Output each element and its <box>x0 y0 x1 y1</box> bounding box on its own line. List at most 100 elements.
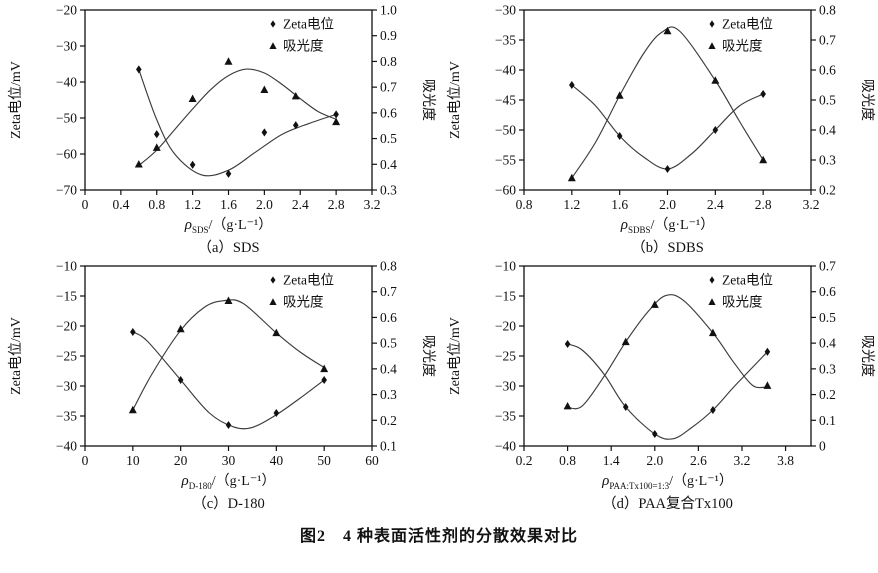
left-tick-label: −45 <box>495 93 516 108</box>
diamond-marker <box>616 131 623 141</box>
triangle-marker <box>188 94 197 102</box>
subplot-caption-c: （c）D-180 <box>192 495 265 512</box>
absorbance-curve <box>571 26 764 179</box>
rho-symbol: ρ <box>620 217 628 233</box>
right-tick-label: 0.7 <box>380 284 397 299</box>
triangle-marker <box>615 91 624 99</box>
right-tick-label: 0.4 <box>819 123 836 138</box>
triangle-marker <box>272 328 281 336</box>
plot-box <box>84 265 373 447</box>
x-tick-label: 2.4 <box>292 197 309 212</box>
diamond-marker <box>712 125 719 135</box>
figure-caption: 图2 4 种表面活性剂的分散效果对比 <box>299 527 578 545</box>
diamond-marker <box>177 375 184 384</box>
legend-label: 吸光度 <box>722 39 763 54</box>
triangle-marker <box>711 76 720 84</box>
left-tick-label: −40 <box>56 438 77 453</box>
x-tick-label: 0.2 <box>516 453 533 468</box>
right-tick-label: 0.4 <box>380 361 397 376</box>
chart-d-canvas: 0.2 0.8 1.4 2.0 2.6 3.2 3.8 −10 −15 −20 −25 −30 −35 −… <box>447 258 875 468</box>
left-tick-label: −60 <box>495 183 516 198</box>
diamond-marker <box>130 327 136 336</box>
x-tick-label: 20 <box>174 453 188 468</box>
x-tick-label: 50 <box>317 453 331 468</box>
subplot-caption-a: （a）SDS <box>197 239 260 256</box>
zeta-curve <box>571 84 764 170</box>
absorbance-curve <box>567 293 768 410</box>
diamond-legend-marker <box>709 276 715 284</box>
left-tick-label: −30 <box>56 378 77 393</box>
absorbance-curve <box>138 68 337 167</box>
diamond-legend-marker <box>270 276 276 284</box>
triangle-marker <box>567 173 576 182</box>
right-tick-label: 0.7 <box>380 80 397 95</box>
left-tick-label: −25 <box>56 348 77 363</box>
diamond-marker <box>760 89 766 99</box>
x-tick-label: 0 <box>82 453 89 468</box>
x-tick-label: 0.8 <box>148 197 165 212</box>
rho-symbol: ρ <box>602 472 610 489</box>
left-tick-label: −20 <box>56 318 77 333</box>
x-tick-label: 30 <box>222 453 236 468</box>
right-tick-label: 0.3 <box>819 153 836 168</box>
right-tick-label: 0.5 <box>380 335 397 350</box>
x-tick-label: 3.2 <box>803 197 820 212</box>
rho-symbol: ρ <box>184 217 192 233</box>
triangle-marker <box>563 401 572 410</box>
triangle-marker <box>650 300 659 308</box>
right-tick-label: 0.2 <box>819 183 836 198</box>
x-tick-label: 2.8 <box>755 197 772 212</box>
left-tick-label: −20 <box>56 3 77 18</box>
legend-label: 吸光度 <box>283 39 324 54</box>
x-tick-label: 1.6 <box>611 197 628 212</box>
x-tick-label: 10 <box>126 453 140 468</box>
chart-a-canvas: 0 0.4 0.8 1.2 1.6 2.0 2.4 2.8 3.2 −20 −30 −40 −50 −60… <box>8 3 436 213</box>
diamond-marker <box>261 128 268 137</box>
plot-box <box>523 265 812 447</box>
rho-symbol: ρ <box>181 472 189 489</box>
right-tick-label: 0.7 <box>819 33 836 48</box>
legend-label: Zeta电位 <box>722 272 773 287</box>
diamond-marker <box>651 429 658 438</box>
subplot-c: 0 10 20 30 40 50 60 −10 −15 −20 −25 −30 −35 −40 0.8 0.7… <box>0 258 439 514</box>
right-tick-label: 0.4 <box>380 157 397 172</box>
right-tick-label: 0.5 <box>819 93 836 108</box>
diamond-marker <box>153 130 160 139</box>
left-tick-label: −50 <box>495 123 516 138</box>
left-tick-label: −15 <box>495 288 516 303</box>
x-tick-label: 3.8 <box>777 453 794 468</box>
x-tick-label: 2.6 <box>690 453 707 468</box>
x-axis-label-b: ρSDBS/（g·L⁻¹） <box>448 216 878 239</box>
chart-b-canvas: 0.8 1.2 1.6 2.0 2.4 2.8 3.2 −30 −35 −40 −45 −50 −55 −… <box>447 3 875 213</box>
diamond-marker <box>225 169 232 178</box>
triangle-marker <box>708 328 717 336</box>
left-tick-label: −40 <box>495 438 516 453</box>
right-tick-label: 0.3 <box>819 361 836 376</box>
triangle-legend-marker <box>708 297 716 305</box>
right-tick-label: 0.8 <box>380 258 397 273</box>
right-tick-label: 0.8 <box>380 54 397 69</box>
chart-c-canvas: 0 10 20 30 40 50 60 −10 −15 −20 −25 −30 −35 −40 0.8 0.7… <box>8 258 436 468</box>
triangle-marker <box>759 155 768 164</box>
right-tick-label: 0 <box>819 438 826 453</box>
legend-label: Zeta电位 <box>722 17 773 32</box>
diamond-marker <box>189 160 196 169</box>
left-tick-label: −35 <box>495 33 516 48</box>
left-tick-label: −55 <box>495 153 516 168</box>
right-tick-label: 0.6 <box>819 284 836 299</box>
x-tick-label: 3.2 <box>364 197 381 212</box>
plot-box <box>84 9 373 191</box>
triangle-marker <box>291 91 300 100</box>
right-tick-label: 0.2 <box>819 387 836 402</box>
legend-label: 吸光度 <box>722 294 763 309</box>
right-tick-label: 0.5 <box>380 131 397 146</box>
triangle-marker <box>332 117 341 126</box>
x-tick-label: 1.2 <box>184 197 201 212</box>
triangle-marker <box>128 405 137 414</box>
right-tick-label: 0.1 <box>819 413 836 428</box>
left-axis-title: Zeta电位/mV <box>8 317 24 395</box>
left-tick-label: −15 <box>56 288 77 303</box>
x-tick-label: 3.2 <box>734 453 751 468</box>
right-tick-label: 0.4 <box>819 335 836 350</box>
